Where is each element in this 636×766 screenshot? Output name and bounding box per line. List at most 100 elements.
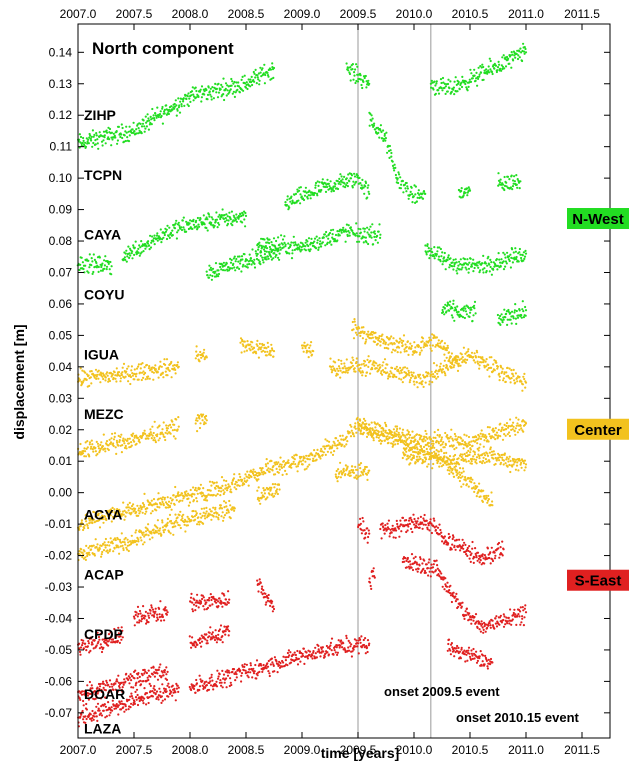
data-point <box>503 433 506 436</box>
data-point <box>210 278 213 281</box>
data-point <box>107 448 110 452</box>
data-point <box>118 552 121 555</box>
data-point <box>362 473 365 476</box>
data-point <box>242 344 245 347</box>
data-point <box>343 182 346 185</box>
data-point <box>509 54 512 57</box>
data-point <box>327 182 330 185</box>
data-point <box>174 372 177 375</box>
data-point <box>153 117 156 120</box>
data-point <box>510 248 514 251</box>
data-point <box>94 450 97 453</box>
data-point <box>276 247 279 251</box>
data-point <box>349 226 352 229</box>
data-point <box>258 260 261 263</box>
data-point <box>352 337 356 340</box>
data-point <box>451 261 454 264</box>
data-point <box>222 519 225 522</box>
data-point <box>458 479 461 483</box>
data-point <box>323 447 327 450</box>
data-point <box>123 518 126 521</box>
data-point <box>443 307 446 310</box>
data-point <box>250 75 253 78</box>
data-point <box>522 259 525 262</box>
data-point <box>100 140 104 143</box>
data-point <box>376 432 379 436</box>
data-point <box>259 348 262 351</box>
data-point <box>278 488 281 491</box>
data-point <box>374 331 377 334</box>
data-point <box>107 260 110 263</box>
data-point <box>437 450 440 453</box>
data-point <box>494 456 497 460</box>
data-point <box>160 114 163 118</box>
data-point <box>291 249 294 252</box>
data-point <box>507 255 511 258</box>
data-point <box>497 456 500 459</box>
data-point <box>483 461 486 464</box>
data-point <box>315 458 318 461</box>
data-point <box>325 235 328 238</box>
data-point <box>226 89 229 92</box>
data-point <box>367 242 370 246</box>
data-point <box>477 66 480 69</box>
data-point <box>251 472 255 475</box>
data-point <box>457 356 460 359</box>
data-point <box>443 359 446 362</box>
data-point <box>106 549 109 552</box>
data-point <box>105 440 109 443</box>
data-point <box>386 435 389 438</box>
data-point <box>461 439 464 442</box>
data-point <box>377 338 380 342</box>
data-point <box>520 466 523 469</box>
data-point <box>91 272 94 275</box>
data-point <box>123 134 126 137</box>
data-point <box>517 260 520 263</box>
data-point <box>391 343 394 346</box>
data-point <box>225 94 228 97</box>
data-point <box>367 471 370 474</box>
data-point <box>446 82 450 86</box>
data-point <box>317 248 320 251</box>
data-point <box>93 554 96 557</box>
data-point <box>120 133 123 136</box>
data-point <box>174 513 177 516</box>
data-point <box>318 242 321 246</box>
data-point <box>493 67 496 70</box>
data-point <box>314 186 317 189</box>
data-point <box>258 499 261 502</box>
data-point <box>166 496 169 499</box>
data-point <box>267 467 270 470</box>
data-point <box>196 419 199 422</box>
data-point <box>498 375 501 378</box>
data-point <box>182 226 185 229</box>
data-point <box>205 419 208 422</box>
data-point <box>290 195 293 198</box>
data-point <box>460 353 463 356</box>
data-point <box>437 339 440 342</box>
data-point <box>431 333 434 336</box>
data-point <box>90 370 93 373</box>
data-point <box>496 367 499 370</box>
data-point <box>285 473 288 476</box>
data-point <box>387 347 390 350</box>
data-point <box>460 485 463 488</box>
data-points <box>76 42 528 728</box>
data-point <box>463 441 467 444</box>
data-point <box>478 482 481 485</box>
data-point <box>505 422 509 425</box>
data-point <box>99 269 103 272</box>
data-point <box>204 417 207 420</box>
data-point <box>85 520 88 523</box>
data-point <box>236 88 239 91</box>
data-point <box>203 498 206 501</box>
data-point <box>358 235 361 238</box>
data-point <box>491 370 495 373</box>
data-point <box>322 236 325 239</box>
data-point <box>84 141 87 144</box>
data-point <box>505 310 508 313</box>
data-point <box>518 187 521 190</box>
data-point <box>306 458 310 461</box>
data-point <box>79 263 82 266</box>
data-point <box>435 80 438 83</box>
